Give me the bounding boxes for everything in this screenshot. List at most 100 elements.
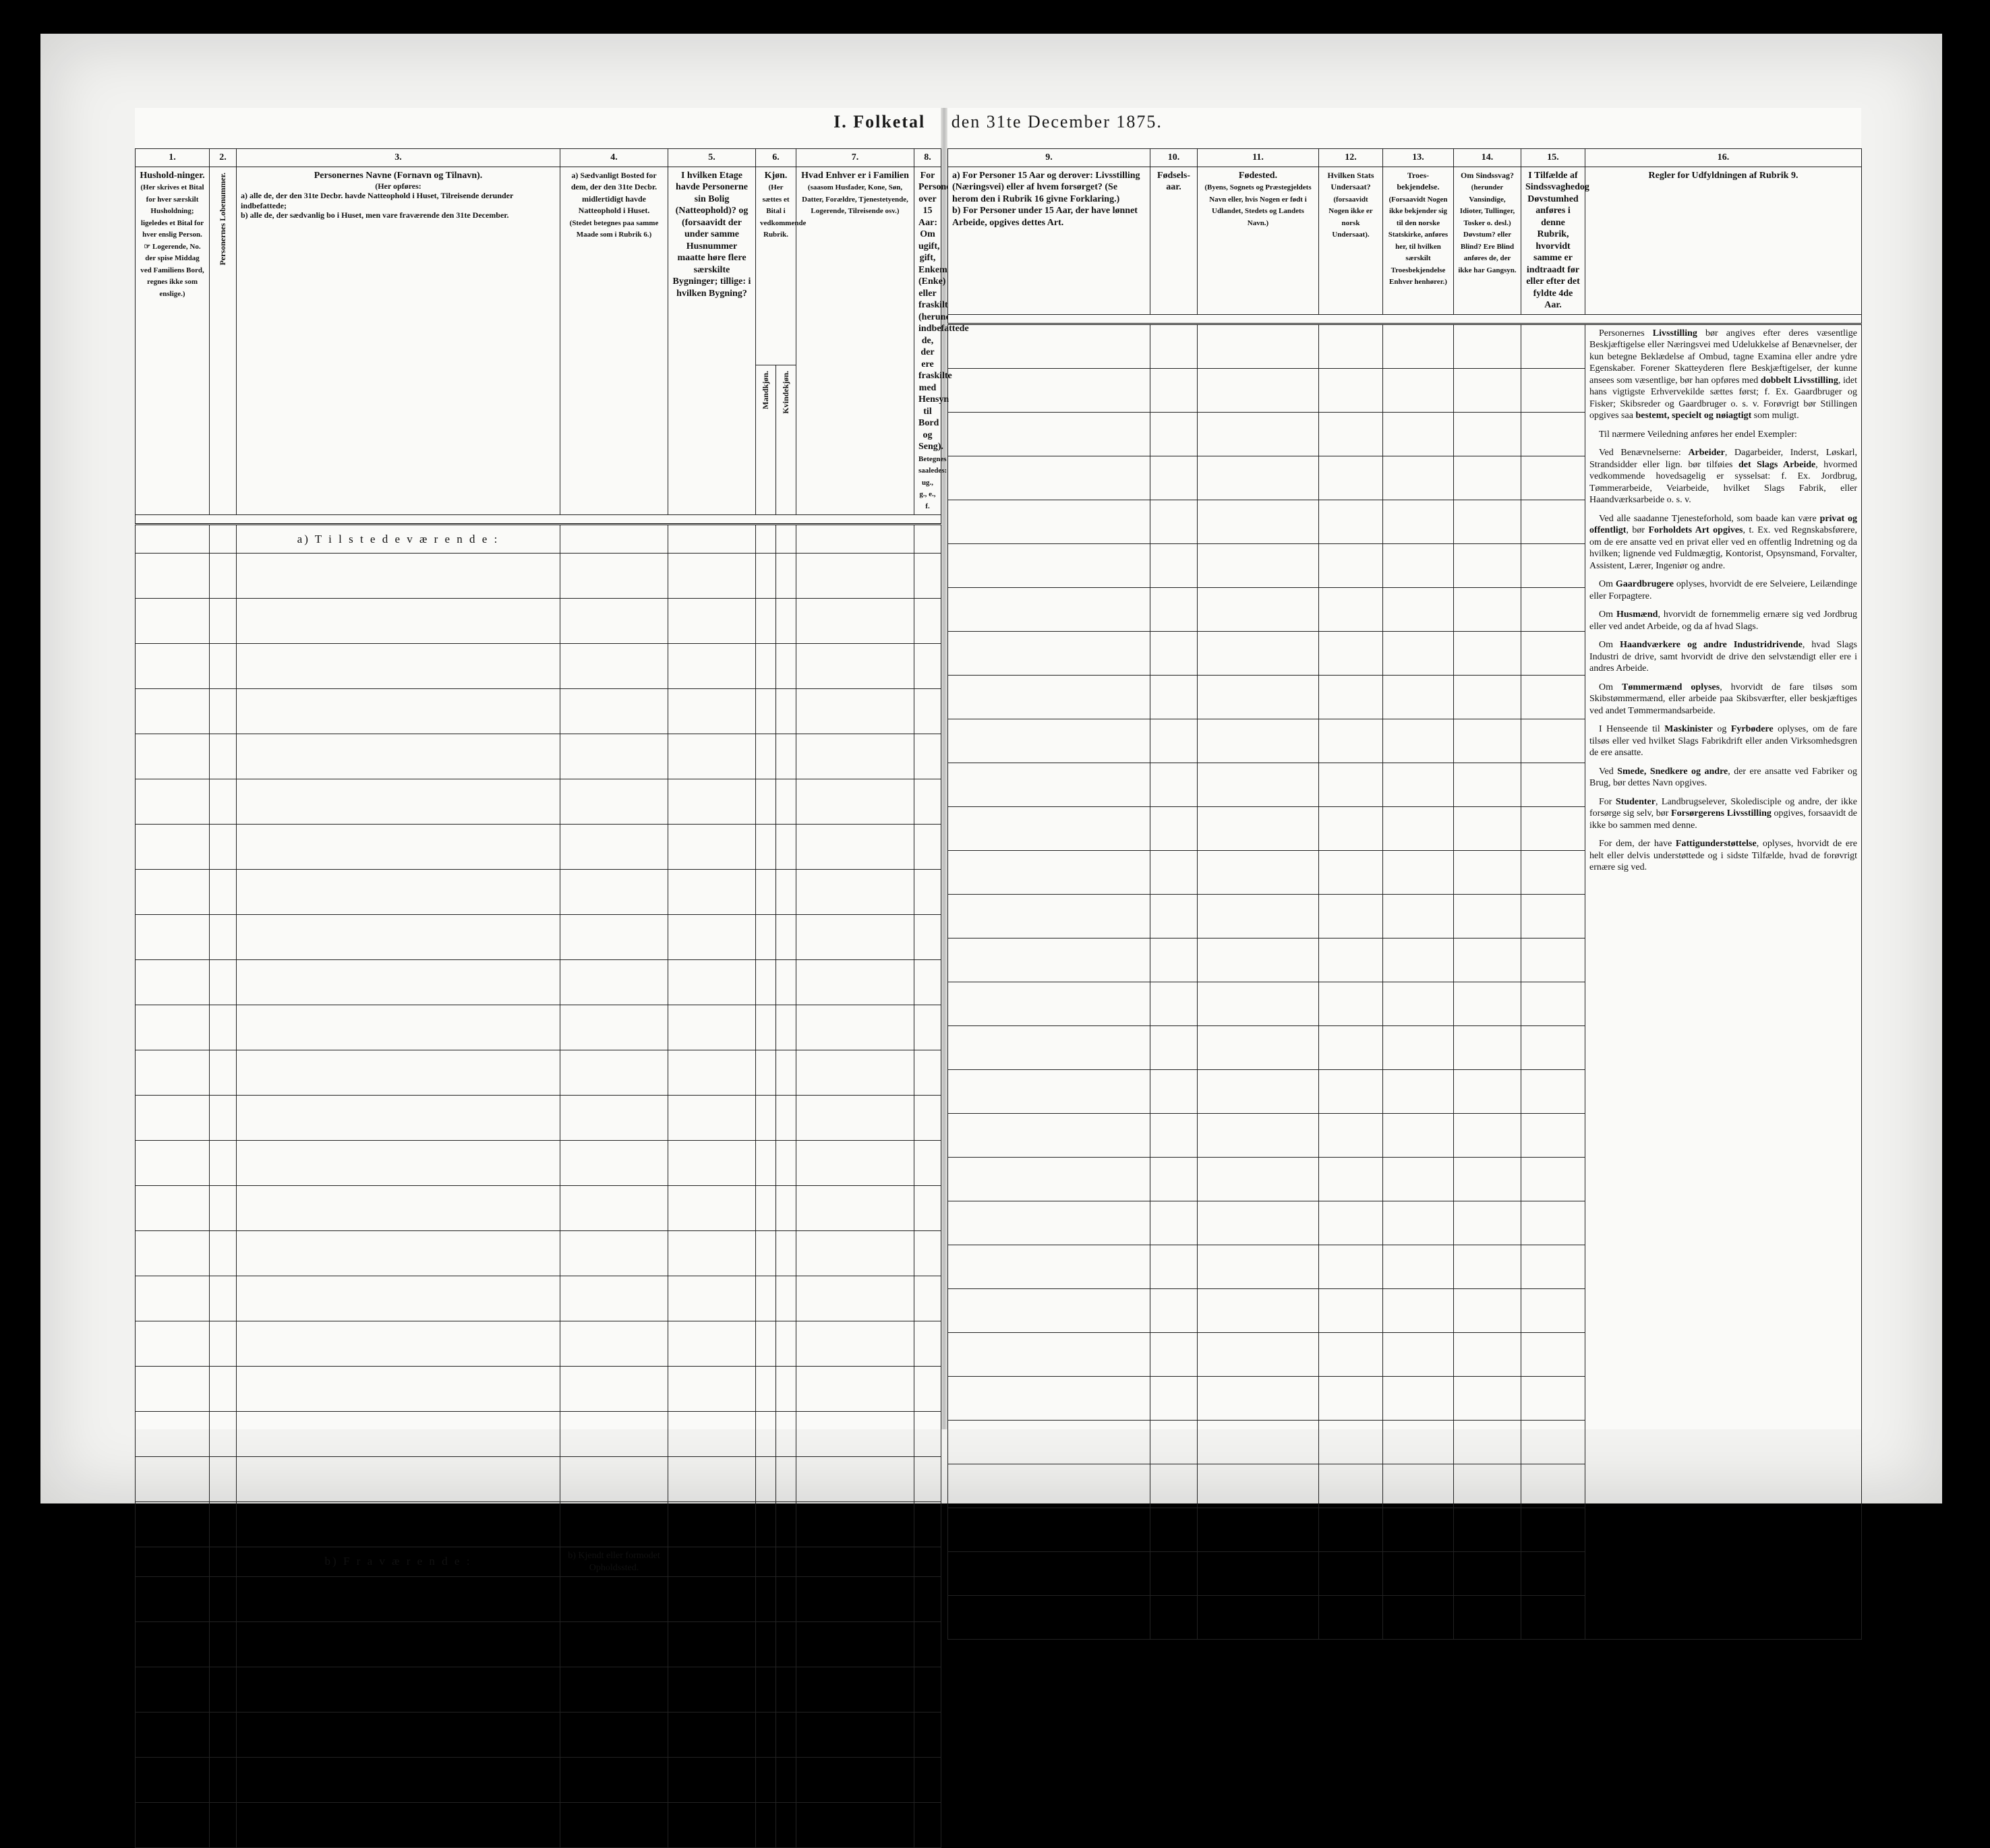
colnum-6: 6.: [756, 149, 796, 167]
table-cell: [1521, 324, 1585, 368]
table-cell: [776, 779, 796, 825]
table-cell: [776, 1758, 796, 1803]
table-cell: [210, 1096, 237, 1141]
table-cell: [756, 1231, 776, 1276]
h6-m-label: Mandkjøn.: [761, 368, 771, 412]
table-cell: [1319, 850, 1383, 894]
table-cell: [668, 915, 756, 960]
table-cell: [1319, 587, 1383, 631]
table-cell: [914, 1758, 941, 1803]
table-cell: [756, 1186, 776, 1231]
table-cell: [560, 689, 668, 734]
table-cell: [948, 368, 1150, 412]
table-cell: [136, 554, 210, 599]
table-cell: [948, 1201, 1150, 1245]
table-cell: [796, 825, 914, 870]
table-cell: [776, 1412, 796, 1457]
table-cell: [1150, 1595, 1198, 1639]
table-cell: [210, 1005, 237, 1050]
page-title: I. Folketal den 31te December 1875.: [135, 112, 1861, 132]
table-cell: [1319, 763, 1383, 806]
right-header-content: a) For Personer 15 Aar og derover: Livss…: [948, 167, 1862, 314]
table-cell: [1150, 1069, 1198, 1113]
colnum-1: 1.: [136, 149, 210, 167]
table-cell: [796, 1005, 914, 1050]
table-cell: [560, 1758, 668, 1803]
table-cell: [210, 1758, 237, 1803]
table-cell: [1383, 1201, 1454, 1245]
table-cell: [914, 779, 941, 825]
scan-frame: I. Folketal den 31te December 1875. 1. 2…: [40, 34, 1942, 1503]
colnum-15: 15.: [1521, 149, 1585, 167]
table-cell: [237, 1712, 560, 1758]
table-cell: [1383, 324, 1454, 368]
h10: Fødsels-aar.: [1150, 167, 1198, 314]
table-cell: [237, 689, 560, 734]
absent-section-row: b) F r a v æ r e n d e : b) Kjendt eller…: [136, 1547, 941, 1577]
table-cell: [237, 1050, 560, 1096]
table-cell: [756, 1412, 776, 1457]
table-cell: [136, 1231, 210, 1276]
table-cell: [1454, 675, 1521, 719]
table-cell: [1521, 1157, 1585, 1201]
table-cell: [1150, 894, 1198, 938]
table-cell: [560, 1457, 668, 1502]
table-cell: [1521, 543, 1585, 587]
h3-title: Personernes Navne (Fornavn og Tilnavn).: [314, 171, 483, 181]
table-row: [136, 825, 941, 870]
table-cell: [948, 1288, 1150, 1332]
table-cell: [210, 1186, 237, 1231]
h12: Hvilken Stats Undersaat? (forsaavidt Nog…: [1319, 167, 1383, 314]
table-cell: [1454, 500, 1521, 543]
instructions-paragraph: I Henseende til Maskinister og Fyrbødere…: [1589, 723, 1857, 759]
table-cell: [1521, 1420, 1585, 1464]
table-cell: [948, 1508, 1150, 1551]
table-cell: [776, 825, 796, 870]
table-cell: [668, 1577, 756, 1622]
table-cell: [1319, 1332, 1383, 1376]
colnum-3: 3.: [237, 149, 560, 167]
table-cell: [560, 1712, 668, 1758]
table-cell: [914, 915, 941, 960]
table-cell: [668, 1141, 756, 1186]
table-cell: [560, 825, 668, 870]
instructions-paragraph: Ved Benævnelserne: Arbeider, Dagarbeider…: [1589, 447, 1857, 506]
table-cell: [914, 1712, 941, 1758]
table-cell: [948, 850, 1150, 894]
table-row: [136, 1186, 941, 1231]
table-cell: [776, 1005, 796, 1050]
table-cell: [136, 1096, 210, 1141]
table-cell: [914, 1096, 941, 1141]
col-number-row: 1. 2. 3. 4. 5. 6. 7. 8.: [136, 149, 941, 167]
table-cell: [1383, 500, 1454, 543]
table-cell: [948, 1245, 1150, 1288]
instructions-paragraph: For dem, der have Fattigunderstøttelse, …: [1589, 838, 1857, 874]
table-cell: [796, 1231, 914, 1276]
table-cell: [668, 689, 756, 734]
table-cell: [1198, 543, 1319, 587]
table-cell: [1383, 1113, 1454, 1157]
table-cell: [237, 734, 560, 779]
table-cell: [776, 1577, 796, 1622]
h14: Om Sindssvag? (herunder Vansindige, Idio…: [1454, 167, 1521, 314]
table-cell: [796, 1712, 914, 1758]
table-cell: [136, 689, 210, 734]
table-cell: [1319, 1551, 1383, 1595]
table-cell: [1198, 1332, 1319, 1376]
table-cell: [914, 1457, 941, 1502]
table-cell: [914, 1502, 941, 1547]
table-cell: [1521, 982, 1585, 1025]
table-cell: [776, 644, 796, 689]
table-cell: [1383, 719, 1454, 763]
table-cell: [136, 644, 210, 689]
table-cell: [1150, 1245, 1198, 1288]
table-cell: [756, 1622, 776, 1667]
table-cell: [237, 960, 560, 1005]
table-cell: [1319, 631, 1383, 675]
table-cell: [1150, 500, 1198, 543]
table-cell: [1383, 456, 1454, 500]
table-cell: [560, 779, 668, 825]
table-cell: [668, 1758, 756, 1803]
table-cell: [756, 1803, 776, 1848]
table-cell: [1150, 631, 1198, 675]
